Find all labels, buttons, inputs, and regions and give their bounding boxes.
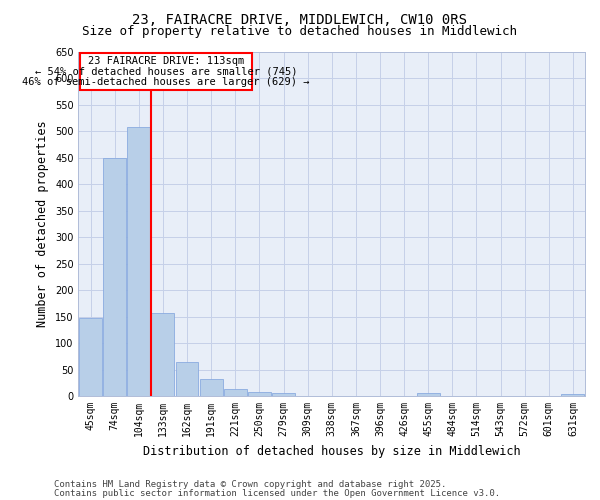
- Bar: [80, 52, 252, 90]
- Text: Contains HM Land Registry data © Crown copyright and database right 2025.: Contains HM Land Registry data © Crown c…: [54, 480, 446, 489]
- Bar: [200, 378, 223, 396]
- Bar: [127, 128, 150, 396]
- Bar: [248, 392, 271, 396]
- Text: Size of property relative to detached houses in Middlewich: Size of property relative to detached ho…: [83, 25, 517, 38]
- Bar: [176, 362, 199, 396]
- Bar: [562, 394, 584, 396]
- Text: Contains public sector information licensed under the Open Government Licence v3: Contains public sector information licen…: [54, 489, 500, 498]
- Bar: [417, 394, 440, 396]
- Bar: [79, 318, 102, 396]
- X-axis label: Distribution of detached houses by size in Middlewich: Distribution of detached houses by size …: [143, 444, 521, 458]
- Bar: [272, 394, 295, 396]
- Y-axis label: Number of detached properties: Number of detached properties: [37, 120, 49, 327]
- Bar: [151, 313, 175, 396]
- Text: ← 54% of detached houses are smaller (745): ← 54% of detached houses are smaller (74…: [35, 66, 297, 76]
- Bar: [224, 389, 247, 396]
- Bar: [103, 158, 126, 396]
- Text: 23, FAIRACRE DRIVE, MIDDLEWICH, CW10 0RS: 23, FAIRACRE DRIVE, MIDDLEWICH, CW10 0RS: [133, 12, 467, 26]
- Text: 46% of semi-detached houses are larger (629) →: 46% of semi-detached houses are larger (…: [22, 78, 310, 88]
- Text: 23 FAIRACRE DRIVE: 113sqm: 23 FAIRACRE DRIVE: 113sqm: [88, 56, 244, 66]
